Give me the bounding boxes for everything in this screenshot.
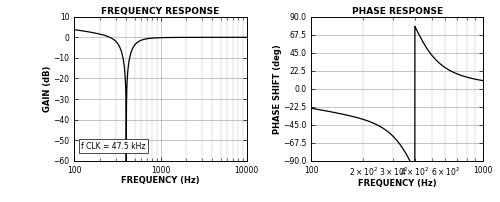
X-axis label: FREQUENCY (Hz): FREQUENCY (Hz) bbox=[121, 176, 200, 185]
X-axis label: FREQUENCY (Hz): FREQUENCY (Hz) bbox=[358, 179, 436, 188]
Text: f CLK = 47.5 kHz: f CLK = 47.5 kHz bbox=[82, 142, 146, 151]
Title: PHASE RESPONSE: PHASE RESPONSE bbox=[352, 7, 443, 16]
Y-axis label: GAIN (dB): GAIN (dB) bbox=[43, 66, 52, 112]
Title: FREQUENCY RESPONSE: FREQUENCY RESPONSE bbox=[102, 7, 220, 16]
Y-axis label: PHASE SHIFT (deg): PHASE SHIFT (deg) bbox=[272, 44, 281, 134]
